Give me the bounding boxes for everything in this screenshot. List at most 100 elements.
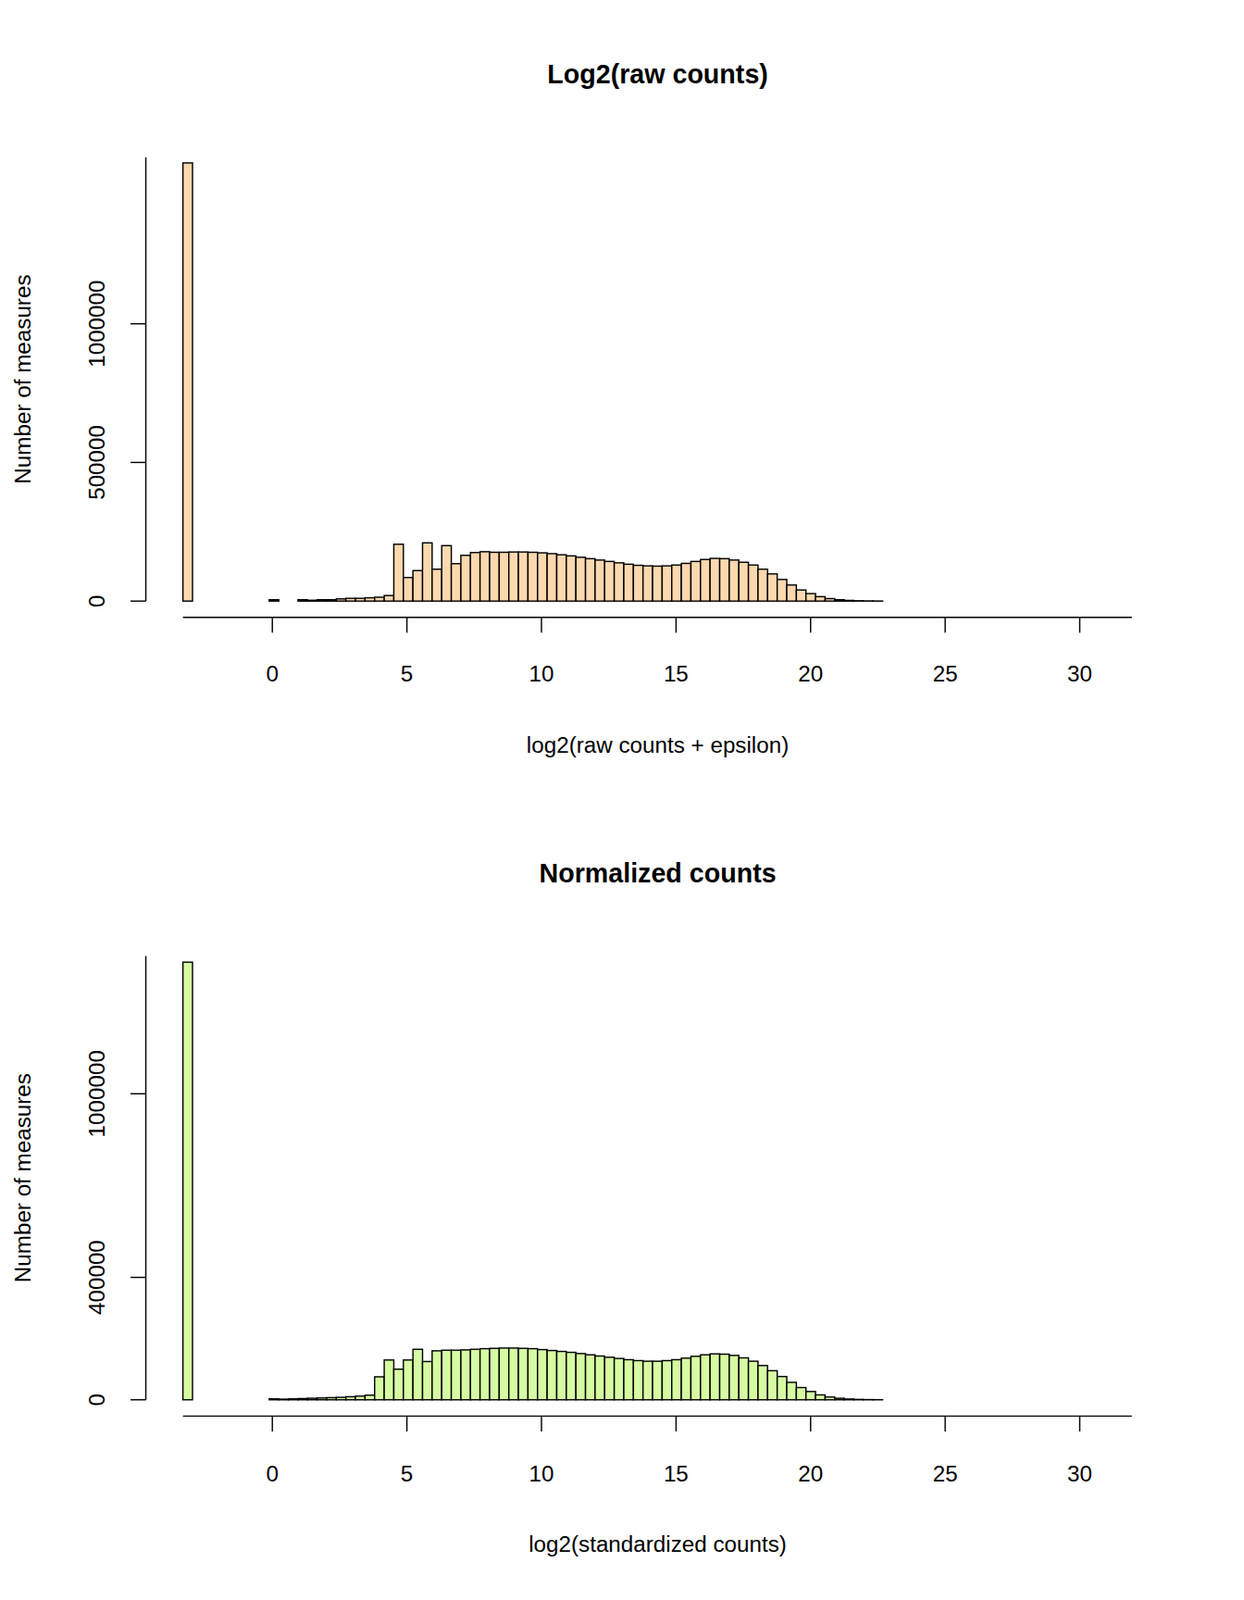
bar xyxy=(1017,599,1027,601)
y-tick xyxy=(130,1276,147,1278)
page: Log2(raw counts)05000001000000Number of … xyxy=(0,0,1244,1600)
bar xyxy=(201,599,212,601)
bar xyxy=(460,555,471,601)
y-label: Number of measures xyxy=(10,274,36,485)
bar xyxy=(364,597,374,602)
x-tick-label: 10 xyxy=(529,1460,555,1486)
bar xyxy=(815,1393,825,1399)
bar xyxy=(614,562,624,601)
bar xyxy=(317,1397,327,1400)
chart: Log2(raw counts)05000001000000Number of … xyxy=(10,59,1133,759)
bar xyxy=(498,1347,509,1400)
bar xyxy=(537,552,548,601)
x-tick xyxy=(944,1415,946,1431)
bar xyxy=(441,545,451,601)
bar xyxy=(940,1398,950,1400)
bar xyxy=(412,570,423,601)
bar xyxy=(633,565,643,602)
bar xyxy=(854,599,864,602)
title: Normalized counts xyxy=(539,858,777,888)
bar xyxy=(259,599,269,601)
bar xyxy=(863,1398,873,1401)
bar xyxy=(892,1398,902,1400)
x-tick xyxy=(272,1415,274,1431)
bar xyxy=(1074,599,1084,601)
x-tick xyxy=(406,1415,408,1431)
bar xyxy=(930,599,940,601)
bar xyxy=(1121,1398,1132,1400)
y-tick xyxy=(130,599,147,601)
bar xyxy=(575,557,585,601)
bar xyxy=(298,1397,308,1399)
bar xyxy=(201,1398,212,1400)
bar xyxy=(346,597,356,601)
bar xyxy=(547,553,557,601)
y-tick xyxy=(130,1093,147,1095)
bar xyxy=(969,599,979,601)
bar xyxy=(585,558,596,601)
bar xyxy=(527,1348,537,1400)
bar xyxy=(1045,599,1056,601)
bar xyxy=(709,558,720,601)
bar xyxy=(412,1348,423,1400)
bar xyxy=(269,1397,279,1400)
bar xyxy=(470,1348,480,1400)
bar xyxy=(1074,1398,1084,1400)
bar xyxy=(681,1357,691,1400)
bars xyxy=(183,162,884,601)
x-axis xyxy=(183,616,1133,618)
bar xyxy=(374,1376,385,1400)
bar xyxy=(623,1358,634,1399)
bar xyxy=(307,1397,317,1400)
x-tick xyxy=(540,617,542,634)
bar xyxy=(1064,1398,1074,1400)
bar xyxy=(288,1397,299,1400)
bar xyxy=(940,599,950,601)
bar xyxy=(671,564,682,601)
bar xyxy=(259,1398,269,1400)
bar xyxy=(709,1353,720,1400)
bar xyxy=(872,599,883,602)
bar xyxy=(192,599,202,601)
bar xyxy=(1007,1398,1017,1400)
bar xyxy=(690,1355,700,1400)
bar xyxy=(451,1349,461,1400)
bar xyxy=(403,1359,413,1400)
bar xyxy=(432,1350,442,1400)
bar xyxy=(661,565,672,601)
x-tick xyxy=(272,617,274,634)
bar xyxy=(1026,1398,1036,1400)
x-tick-label: 0 xyxy=(265,660,278,686)
bar xyxy=(690,560,700,601)
bar xyxy=(777,1376,787,1400)
bar xyxy=(911,1398,921,1400)
bar xyxy=(1064,599,1074,601)
x-tick xyxy=(1079,1415,1081,1431)
y-tick xyxy=(130,1398,147,1400)
bar xyxy=(978,599,988,601)
bar xyxy=(1026,599,1036,601)
bar xyxy=(834,1397,845,1400)
bar xyxy=(317,599,327,601)
bar xyxy=(278,1397,288,1400)
bar xyxy=(824,597,834,601)
y-tick xyxy=(130,323,147,324)
bar xyxy=(796,589,806,601)
bar xyxy=(738,1356,748,1399)
bar xyxy=(460,1349,471,1400)
bar xyxy=(489,1347,499,1400)
bar xyxy=(269,599,279,601)
bar xyxy=(872,1398,883,1401)
bar xyxy=(1035,599,1045,601)
bar xyxy=(346,1395,356,1399)
bar xyxy=(1121,599,1132,601)
bar xyxy=(192,1398,202,1400)
y-tick xyxy=(130,461,147,463)
bar xyxy=(815,596,825,601)
bar xyxy=(969,1398,979,1400)
bar xyxy=(326,1396,336,1399)
bar xyxy=(393,544,403,601)
bar xyxy=(834,599,845,601)
bar xyxy=(652,565,662,601)
bar xyxy=(509,1347,519,1400)
